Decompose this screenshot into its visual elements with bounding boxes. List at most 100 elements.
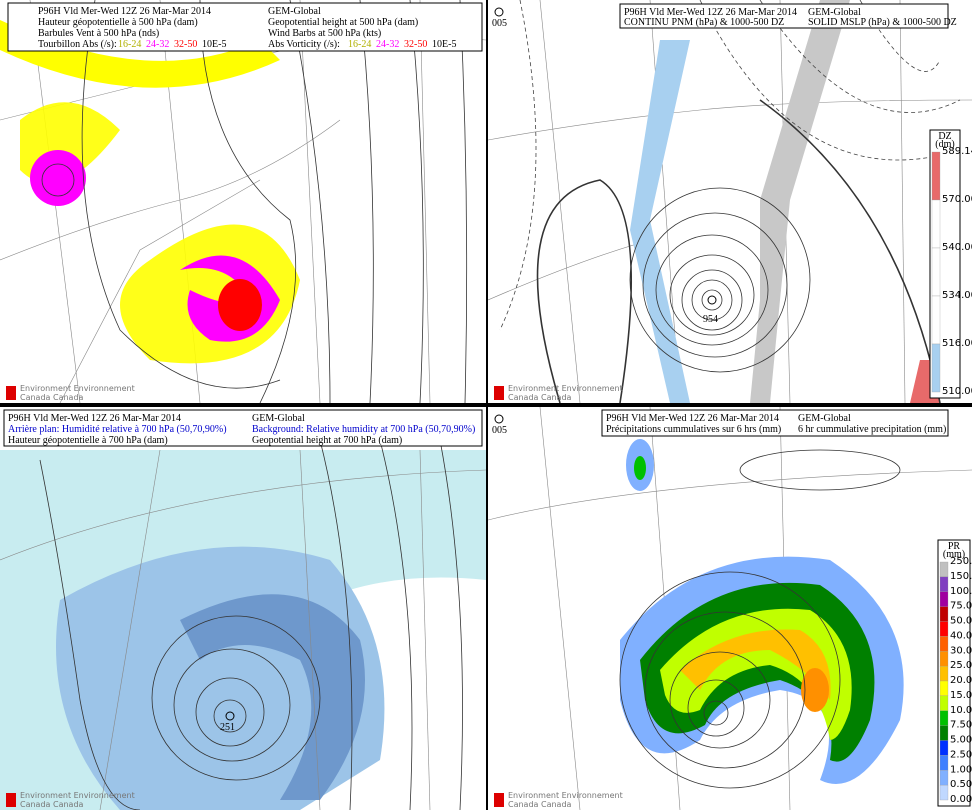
header-fr: Barbules Vent à 500 hPa (nds) — [38, 28, 159, 39]
footer-text: Canada Canada — [20, 800, 84, 809]
colorbar-swatch — [939, 710, 949, 726]
panel-500hpa — [0, 0, 486, 403]
legend-en: Abs Vorticity (/s): — [268, 39, 340, 50]
colorbar-swatch — [931, 199, 941, 249]
header-box — [3, 409, 483, 447]
header-en: GEM-Global — [798, 413, 851, 424]
header-en: GEM-Global — [252, 413, 305, 424]
colorbar-label: 150.00 — [950, 571, 972, 582]
colorbar-swatch — [939, 606, 949, 622]
center-label: 251 — [220, 722, 235, 733]
header-en: GEM-Global — [808, 7, 861, 18]
legend-class: 16-24 — [118, 39, 141, 50]
legend-class: 24-32 — [376, 39, 399, 50]
footer-text: Canada Canada — [508, 393, 572, 402]
legend-class: 16-24 — [348, 39, 371, 50]
colorbar-label: 540.00 — [942, 242, 972, 253]
panel-700hpa: 251 — [0, 407, 486, 810]
colorbar-swatch — [931, 295, 941, 345]
colorbar-label: 0.50 — [950, 779, 972, 790]
header-box — [601, 409, 949, 437]
station-label: 005 — [492, 425, 507, 436]
colorbar-swatch — [931, 247, 941, 297]
colorbar-title: DZ — [938, 131, 951, 142]
colorbar-swatch — [939, 755, 949, 771]
colorbar-swatch — [939, 784, 949, 801]
colorbar-swatch — [939, 680, 949, 697]
colorbar-swatch — [939, 651, 949, 667]
header-en: Geopotential height at 500 hPa (dam) — [268, 17, 418, 28]
center-label: 954 — [703, 314, 718, 325]
footer-text: Environment Environnement — [508, 791, 623, 800]
colorbar-label: 250.00 — [950, 556, 972, 567]
header-fr: Hauteur géopotentielle à 700 hPa (dam) — [8, 435, 168, 446]
footer-text: Canada Canada — [508, 800, 572, 809]
footer-text: Canada Canada — [20, 393, 84, 402]
footer-text: Environment Environnement — [508, 384, 623, 393]
header-fr: P96H Vld Mer-Wed 12Z 26 Mar-Mar 2014 — [38, 6, 211, 17]
colorbar-swatch — [939, 725, 949, 741]
colorbar-swatch — [931, 151, 941, 201]
colorbar-label: 50.00 — [950, 616, 972, 627]
legend-class: 32-50 — [404, 39, 427, 50]
header-box — [7, 2, 483, 52]
station-label: 005 — [492, 18, 507, 29]
header-fr: Précipitations cummulatives sur 6 hrs (m… — [606, 424, 781, 435]
colorbar-swatch — [939, 576, 949, 592]
legend-class: 24-32 — [146, 39, 169, 50]
colorbar-label: 10.00 — [950, 705, 972, 716]
colorbar-label: 2.50 — [950, 749, 972, 760]
colorbar-swatch — [939, 621, 949, 637]
colorbar-label: 20.00 — [950, 675, 972, 686]
colorbar-swatch — [939, 740, 949, 756]
colorbar-swatch — [939, 770, 949, 786]
colorbar-swatch — [939, 665, 949, 682]
colorbar-title: PR — [948, 541, 961, 552]
colorbar-swatch — [939, 591, 949, 607]
colorbar-label: 1.00 — [950, 764, 972, 775]
colorbar-title: (mm) — [943, 549, 965, 560]
header-en: Background: Relative humidity at 700 hPa… — [252, 424, 475, 435]
colorbar-label: 25.00 — [950, 660, 972, 671]
legend-unit: 10E-5 — [202, 39, 226, 50]
colorbar-label: 100.00 — [950, 586, 972, 597]
colorbar-label: 510.00 — [942, 386, 972, 397]
colorbar-swatch — [931, 343, 941, 393]
header-en: Geopotential height at 700 hPa (dam) — [252, 435, 402, 446]
header-fr: P96H Vld Mer-Wed 12Z 26 Mar-Mar 2014 — [8, 413, 181, 424]
footer-text: Environment Environnement — [20, 384, 135, 393]
colorbar-label: 7.50 — [950, 720, 972, 731]
colorbar-label: 15.00 — [950, 690, 972, 701]
colorbar-label: 589.14 — [942, 146, 972, 157]
footer-text: Environment Environnement — [20, 791, 135, 800]
colorbar-swatch — [939, 695, 949, 711]
legend-fr: Tourbillon Abs (/s): — [38, 39, 117, 50]
header-fr: CONTINU PNM (hPa) & 1000-500 DZ — [624, 17, 784, 28]
colorbar-label: 534.00 — [942, 290, 972, 301]
legend-class: 32-50 — [174, 39, 197, 50]
header-en: GEM-Global — [268, 6, 321, 17]
panel-precip: 005 — [488, 407, 972, 810]
colorbar-label: 0.00 — [950, 794, 972, 805]
colorbar-swatch — [939, 561, 949, 578]
colorbar-label: 75.00 — [950, 601, 972, 612]
header-en: 6 hr cummulative precipitation (mm) — [798, 424, 946, 435]
header-fr: P96H Vld Mer-Wed 12Z 26 Mar-Mar 2014 — [606, 413, 779, 424]
panel-mslp: 005 954 — [488, 0, 972, 403]
colorbar: PR(mm)250.00 150.00 100.00 75.00 50.00 40.00 3… — [937, 539, 972, 807]
colorbar-label: 30.00 — [950, 645, 972, 656]
header-en: SOLID MSLP (hPa) & 1000-500 DZ — [808, 17, 957, 28]
colorbar-swatch — [939, 636, 949, 652]
colorbar-label: 570.00 — [942, 194, 972, 205]
header-fr: Arrière plan: Humidité relative à 700 hP… — [8, 424, 227, 435]
colorbar: DZ(dm)589.14 570.00 540.00 534.00 516.00 510.… — [929, 129, 972, 399]
header-fr: Hauteur géopotentielle à 500 hPa (dam) — [38, 17, 198, 28]
colorbar-label: 5.00 — [950, 735, 972, 746]
legend-classes: 16-24 24-32 32-50 10E-5 16-24 24-32 32-50 10E-5 — [118, 39, 456, 50]
legend-unit: 10E-5 — [432, 39, 456, 50]
colorbar-title: (dm) — [935, 139, 954, 150]
colorbar-label: 516.00 — [942, 338, 972, 349]
colorbar-label: 40.00 — [950, 630, 972, 641]
